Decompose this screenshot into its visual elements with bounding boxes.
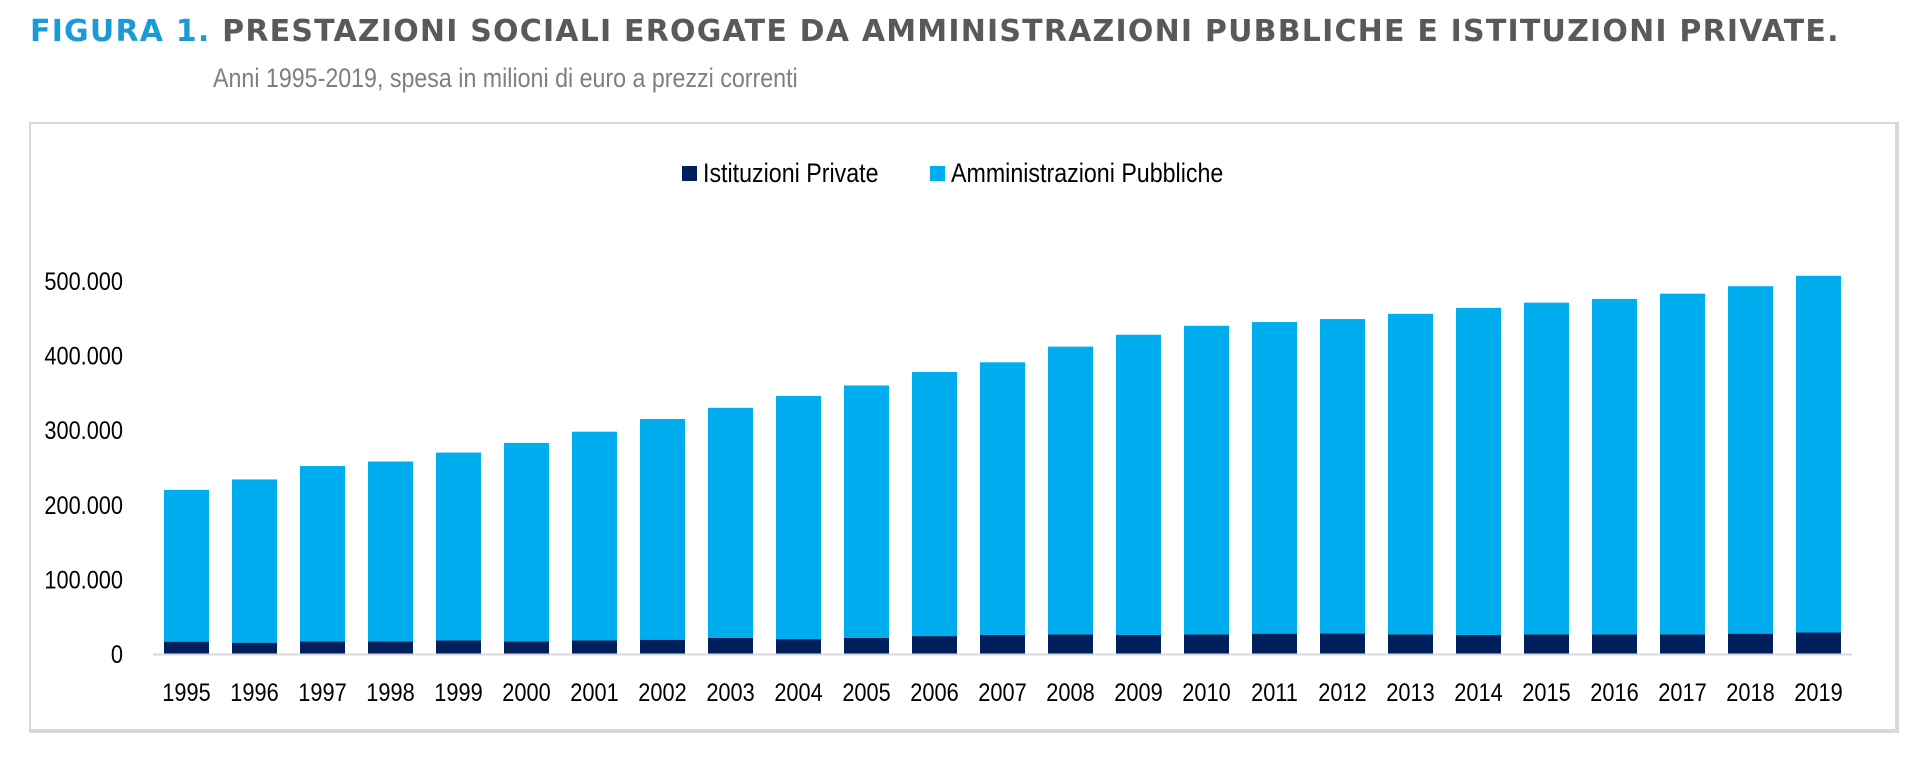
x-tick-label: 2019 bbox=[1794, 679, 1842, 707]
bar-istituzioni-private bbox=[572, 640, 617, 654]
bar-amministrazioni-pubbliche bbox=[232, 479, 277, 643]
x-tick-label: 2004 bbox=[774, 679, 822, 707]
bar-amministrazioni-pubbliche bbox=[912, 372, 957, 637]
x-tick-label: 2006 bbox=[910, 679, 958, 707]
bar-istituzioni-private bbox=[1184, 634, 1229, 654]
bar-amministrazioni-pubbliche bbox=[572, 431, 617, 641]
bar-istituzioni-private bbox=[844, 637, 889, 654]
bar-amministrazioni-pubbliche bbox=[1456, 307, 1501, 635]
bar-istituzioni-private bbox=[1524, 634, 1569, 654]
y-tick-label: 0 bbox=[111, 641, 123, 669]
x-tick-label: 2016 bbox=[1590, 679, 1638, 707]
x-tick-label: 2003 bbox=[706, 679, 754, 707]
x-tick-label: 2000 bbox=[502, 679, 550, 707]
y-tick-label: 100.000 bbox=[44, 566, 123, 594]
bar-amministrazioni-pubbliche bbox=[980, 362, 1025, 635]
bar-amministrazioni-pubbliche bbox=[776, 395, 821, 640]
x-tick-label: 2013 bbox=[1386, 679, 1434, 707]
x-tick-label: 2009 bbox=[1114, 679, 1162, 707]
bar-istituzioni-private bbox=[1116, 634, 1161, 654]
bar-amministrazioni-pubbliche bbox=[1388, 313, 1433, 635]
x-tick-label: 2005 bbox=[842, 679, 890, 707]
bar-amministrazioni-pubbliche bbox=[1524, 302, 1569, 635]
bar-amministrazioni-pubbliche bbox=[1048, 346, 1093, 635]
y-tick-label: 300.000 bbox=[44, 417, 123, 445]
figure-title: FIGURA 1. PRESTAZIONI SOCIALI EROGATE DA… bbox=[30, 14, 1840, 49]
bar-istituzioni-private bbox=[504, 641, 549, 654]
bar-amministrazioni-pubbliche bbox=[1252, 322, 1297, 634]
bar-amministrazioni-pubbliche bbox=[708, 407, 753, 638]
x-tick-label: 2018 bbox=[1726, 679, 1774, 707]
x-tick-label: 2017 bbox=[1658, 679, 1706, 707]
bar-istituzioni-private bbox=[1660, 634, 1705, 654]
bar-istituzioni-private bbox=[1252, 633, 1297, 654]
legend-swatch-amministrazioni-pubbliche bbox=[929, 166, 945, 181]
bar-istituzioni-private bbox=[1320, 633, 1365, 654]
legend-swatch-istituzioni-private bbox=[682, 166, 698, 181]
chart-legend: Istituzioni Private Amministrazioni Pubb… bbox=[0, 158, 1920, 189]
bar-istituzioni-private bbox=[1592, 634, 1637, 654]
x-tick-label: 2007 bbox=[978, 679, 1026, 707]
bar-istituzioni-private bbox=[1456, 634, 1501, 654]
x-tick-label: 2001 bbox=[570, 679, 618, 707]
bar-istituzioni-private bbox=[980, 634, 1025, 654]
bar-amministrazioni-pubbliche bbox=[1796, 275, 1841, 633]
x-tick-label: 1995 bbox=[162, 679, 210, 707]
bar-istituzioni-private bbox=[436, 640, 481, 654]
x-tick-label: 2012 bbox=[1318, 679, 1366, 707]
bar-istituzioni-private bbox=[776, 639, 821, 654]
y-tick-label: 200.000 bbox=[44, 491, 123, 519]
bar-istituzioni-private bbox=[368, 641, 413, 654]
legend-item-istituzioni-private: Istituzioni Private bbox=[682, 158, 879, 189]
bar-amministrazioni-pubbliche bbox=[164, 489, 209, 642]
legend-label: Istituzioni Private bbox=[703, 158, 879, 188]
bar-amministrazioni-pubbliche bbox=[1116, 334, 1161, 635]
x-tick-label: 2015 bbox=[1522, 679, 1570, 707]
y-tick-label: 400.000 bbox=[44, 342, 123, 370]
x-tick-label: 1999 bbox=[434, 679, 482, 707]
x-tick-label: 2002 bbox=[638, 679, 686, 707]
bar-amministrazioni-pubbliche bbox=[640, 419, 685, 640]
bar-istituzioni-private bbox=[232, 642, 277, 654]
x-tick-label: 2014 bbox=[1454, 679, 1502, 707]
bar-istituzioni-private bbox=[912, 636, 957, 654]
x-tick-label: 1997 bbox=[298, 679, 346, 707]
bar-istituzioni-private bbox=[640, 639, 685, 654]
bar-istituzioni-private bbox=[300, 641, 345, 654]
bar-amministrazioni-pubbliche bbox=[844, 385, 889, 638]
bar-amministrazioni-pubbliche bbox=[1660, 293, 1705, 635]
legend-label: Amministrazioni Pubbliche bbox=[950, 158, 1224, 188]
bar-amministrazioni-pubbliche bbox=[1592, 298, 1637, 635]
bar-istituzioni-private bbox=[164, 641, 209, 654]
figure-label: FIGURA 1. bbox=[30, 14, 211, 49]
bar-istituzioni-private bbox=[1796, 632, 1841, 654]
bar-amministrazioni-pubbliche bbox=[504, 442, 549, 642]
bar-istituzioni-private bbox=[1728, 633, 1773, 654]
figure-subtitle: Anni 1995-2019, spesa in milioni di euro… bbox=[213, 63, 798, 93]
bar-amministrazioni-pubbliche bbox=[1728, 286, 1773, 634]
x-tick-label: 1998 bbox=[366, 679, 414, 707]
bar-istituzioni-private bbox=[1388, 634, 1433, 654]
bar-istituzioni-private bbox=[1048, 634, 1093, 654]
x-tick-label: 2011 bbox=[1251, 679, 1298, 707]
x-tick-label: 1996 bbox=[230, 679, 278, 707]
bar-amministrazioni-pubbliche bbox=[368, 461, 413, 642]
bar-amministrazioni-pubbliche bbox=[436, 452, 481, 641]
y-tick-label: 500.000 bbox=[44, 268, 123, 296]
bar-amministrazioni-pubbliche bbox=[1184, 325, 1229, 635]
x-tick-label: 2008 bbox=[1046, 679, 1094, 707]
figure-title-text: PRESTAZIONI SOCIALI EROGATE DA AMMINISTR… bbox=[222, 14, 1840, 49]
legend-item-amministrazioni-pubbliche: Amministrazioni Pubbliche bbox=[929, 158, 1238, 189]
x-tick-label: 2010 bbox=[1182, 679, 1230, 707]
bar-amministrazioni-pubbliche bbox=[300, 466, 345, 642]
bar-amministrazioni-pubbliche bbox=[1320, 319, 1365, 634]
bar-istituzioni-private bbox=[708, 637, 753, 654]
